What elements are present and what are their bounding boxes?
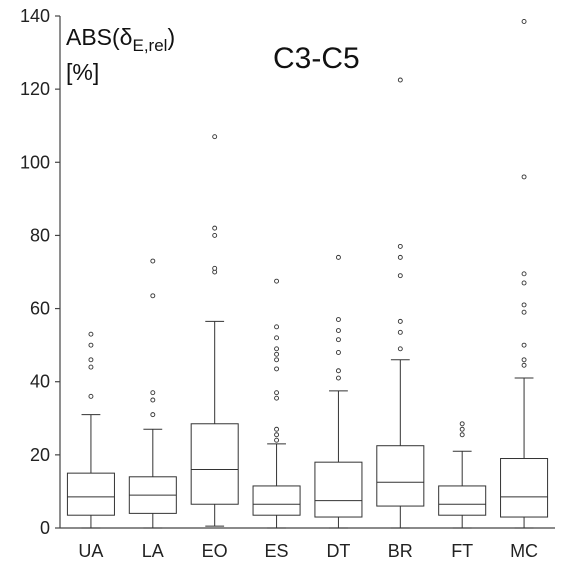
y-axis-label-subscript: E,rel bbox=[132, 36, 167, 55]
outlier-point bbox=[459, 432, 465, 438]
x-category-labels: UA LA EO ES DT BR FT MC bbox=[78, 541, 538, 561]
box-ft bbox=[438, 421, 487, 529]
x-label-ua: UA bbox=[78, 541, 103, 561]
outlier-point bbox=[521, 357, 527, 363]
outlier-point bbox=[274, 390, 280, 396]
outlier-point bbox=[397, 254, 403, 260]
x-label-la: LA bbox=[142, 541, 164, 561]
x-label-eo: EO bbox=[202, 541, 228, 561]
y-tick-label: 100 bbox=[20, 152, 50, 172]
outlier-point bbox=[88, 364, 94, 370]
outlier-point bbox=[335, 350, 341, 355]
iqr-box bbox=[314, 461, 363, 518]
outlier-point bbox=[274, 324, 280, 330]
outlier-point bbox=[397, 329, 403, 335]
x-label-mc: MC bbox=[510, 541, 538, 561]
outlier-point bbox=[150, 258, 156, 264]
outlier-point bbox=[150, 293, 156, 299]
outlier-point bbox=[521, 271, 527, 277]
y-axis-label: ABS(δE,rel) bbox=[66, 24, 175, 55]
outlier-point bbox=[335, 375, 341, 381]
box-ua bbox=[66, 331, 115, 529]
outlier-point bbox=[88, 357, 94, 363]
y-tick-label: 20 bbox=[30, 445, 50, 465]
iqr-box bbox=[66, 472, 115, 516]
iqr-box bbox=[190, 423, 239, 505]
outlier-point bbox=[150, 412, 156, 418]
outlier-point bbox=[274, 278, 280, 284]
iqr-box bbox=[438, 485, 487, 516]
box-br bbox=[376, 77, 425, 529]
chart-title: C3-C5 bbox=[273, 42, 360, 75]
outlier-point bbox=[274, 366, 280, 372]
outlier-point bbox=[335, 317, 341, 322]
outlier-point bbox=[212, 134, 218, 140]
y-tick-label: 140 bbox=[20, 6, 50, 26]
x-label-es: ES bbox=[265, 541, 289, 561]
outlier-point bbox=[397, 318, 403, 324]
outlier-point bbox=[274, 395, 280, 401]
outlier-point bbox=[459, 426, 465, 432]
outlier-point bbox=[88, 331, 94, 337]
outlier-point bbox=[88, 342, 94, 348]
y-tick-label: 60 bbox=[30, 299, 50, 319]
y-axis-unit: [%] bbox=[66, 59, 99, 85]
outlier-point bbox=[335, 328, 341, 333]
x-label-br: BR bbox=[388, 541, 413, 561]
outlier-point bbox=[212, 265, 218, 271]
outlier-point bbox=[459, 421, 465, 427]
outlier-point bbox=[212, 225, 218, 231]
box-eo bbox=[190, 134, 239, 527]
outlier-point bbox=[150, 390, 156, 396]
outlier-point bbox=[150, 397, 156, 403]
outlier-point bbox=[274, 351, 280, 357]
outlier-point bbox=[88, 393, 94, 399]
box-dt bbox=[314, 254, 363, 529]
iqr-box bbox=[376, 445, 425, 507]
outlier-point bbox=[274, 426, 280, 432]
outlier-point bbox=[274, 357, 280, 363]
iqr-box bbox=[252, 485, 301, 516]
y-axis-label-main: ABS(δ bbox=[66, 24, 132, 50]
outlier-point bbox=[397, 77, 403, 83]
y-tick-label: 120 bbox=[20, 79, 50, 99]
box-la bbox=[128, 258, 177, 529]
outlier-point bbox=[335, 337, 341, 343]
iqr-box bbox=[500, 458, 549, 518]
outlier-point bbox=[274, 335, 280, 341]
axes bbox=[55, 15, 555, 529]
outlier-point bbox=[274, 432, 280, 438]
outlier-point bbox=[335, 368, 341, 374]
outlier-point bbox=[521, 342, 527, 348]
y-tick-label: 0 bbox=[40, 518, 50, 538]
outlier-point bbox=[521, 280, 527, 286]
outlier-point bbox=[397, 243, 403, 249]
outlier-point bbox=[274, 346, 280, 352]
outlier-point bbox=[335, 254, 341, 260]
outlier-point bbox=[521, 362, 527, 368]
outlier-point bbox=[397, 273, 403, 279]
box-es bbox=[252, 278, 301, 529]
box-series bbox=[66, 19, 549, 529]
outlier-point bbox=[397, 346, 403, 352]
outlier-point bbox=[521, 302, 527, 308]
box-mc bbox=[500, 19, 549, 529]
outlier-point bbox=[521, 309, 527, 315]
outlier-point bbox=[212, 232, 218, 238]
y-tick-label: 40 bbox=[30, 372, 50, 392]
y-tick-labels: 0 20 40 60 80 100 120 140 bbox=[20, 6, 50, 538]
outlier-point bbox=[274, 437, 280, 443]
outlier-point bbox=[521, 174, 527, 180]
y-tick-label: 80 bbox=[30, 225, 50, 245]
x-label-dt: DT bbox=[326, 541, 350, 561]
outlier-point bbox=[521, 19, 527, 24]
y-axis-label-close: ) bbox=[167, 24, 175, 50]
x-label-ft: FT bbox=[451, 541, 473, 561]
